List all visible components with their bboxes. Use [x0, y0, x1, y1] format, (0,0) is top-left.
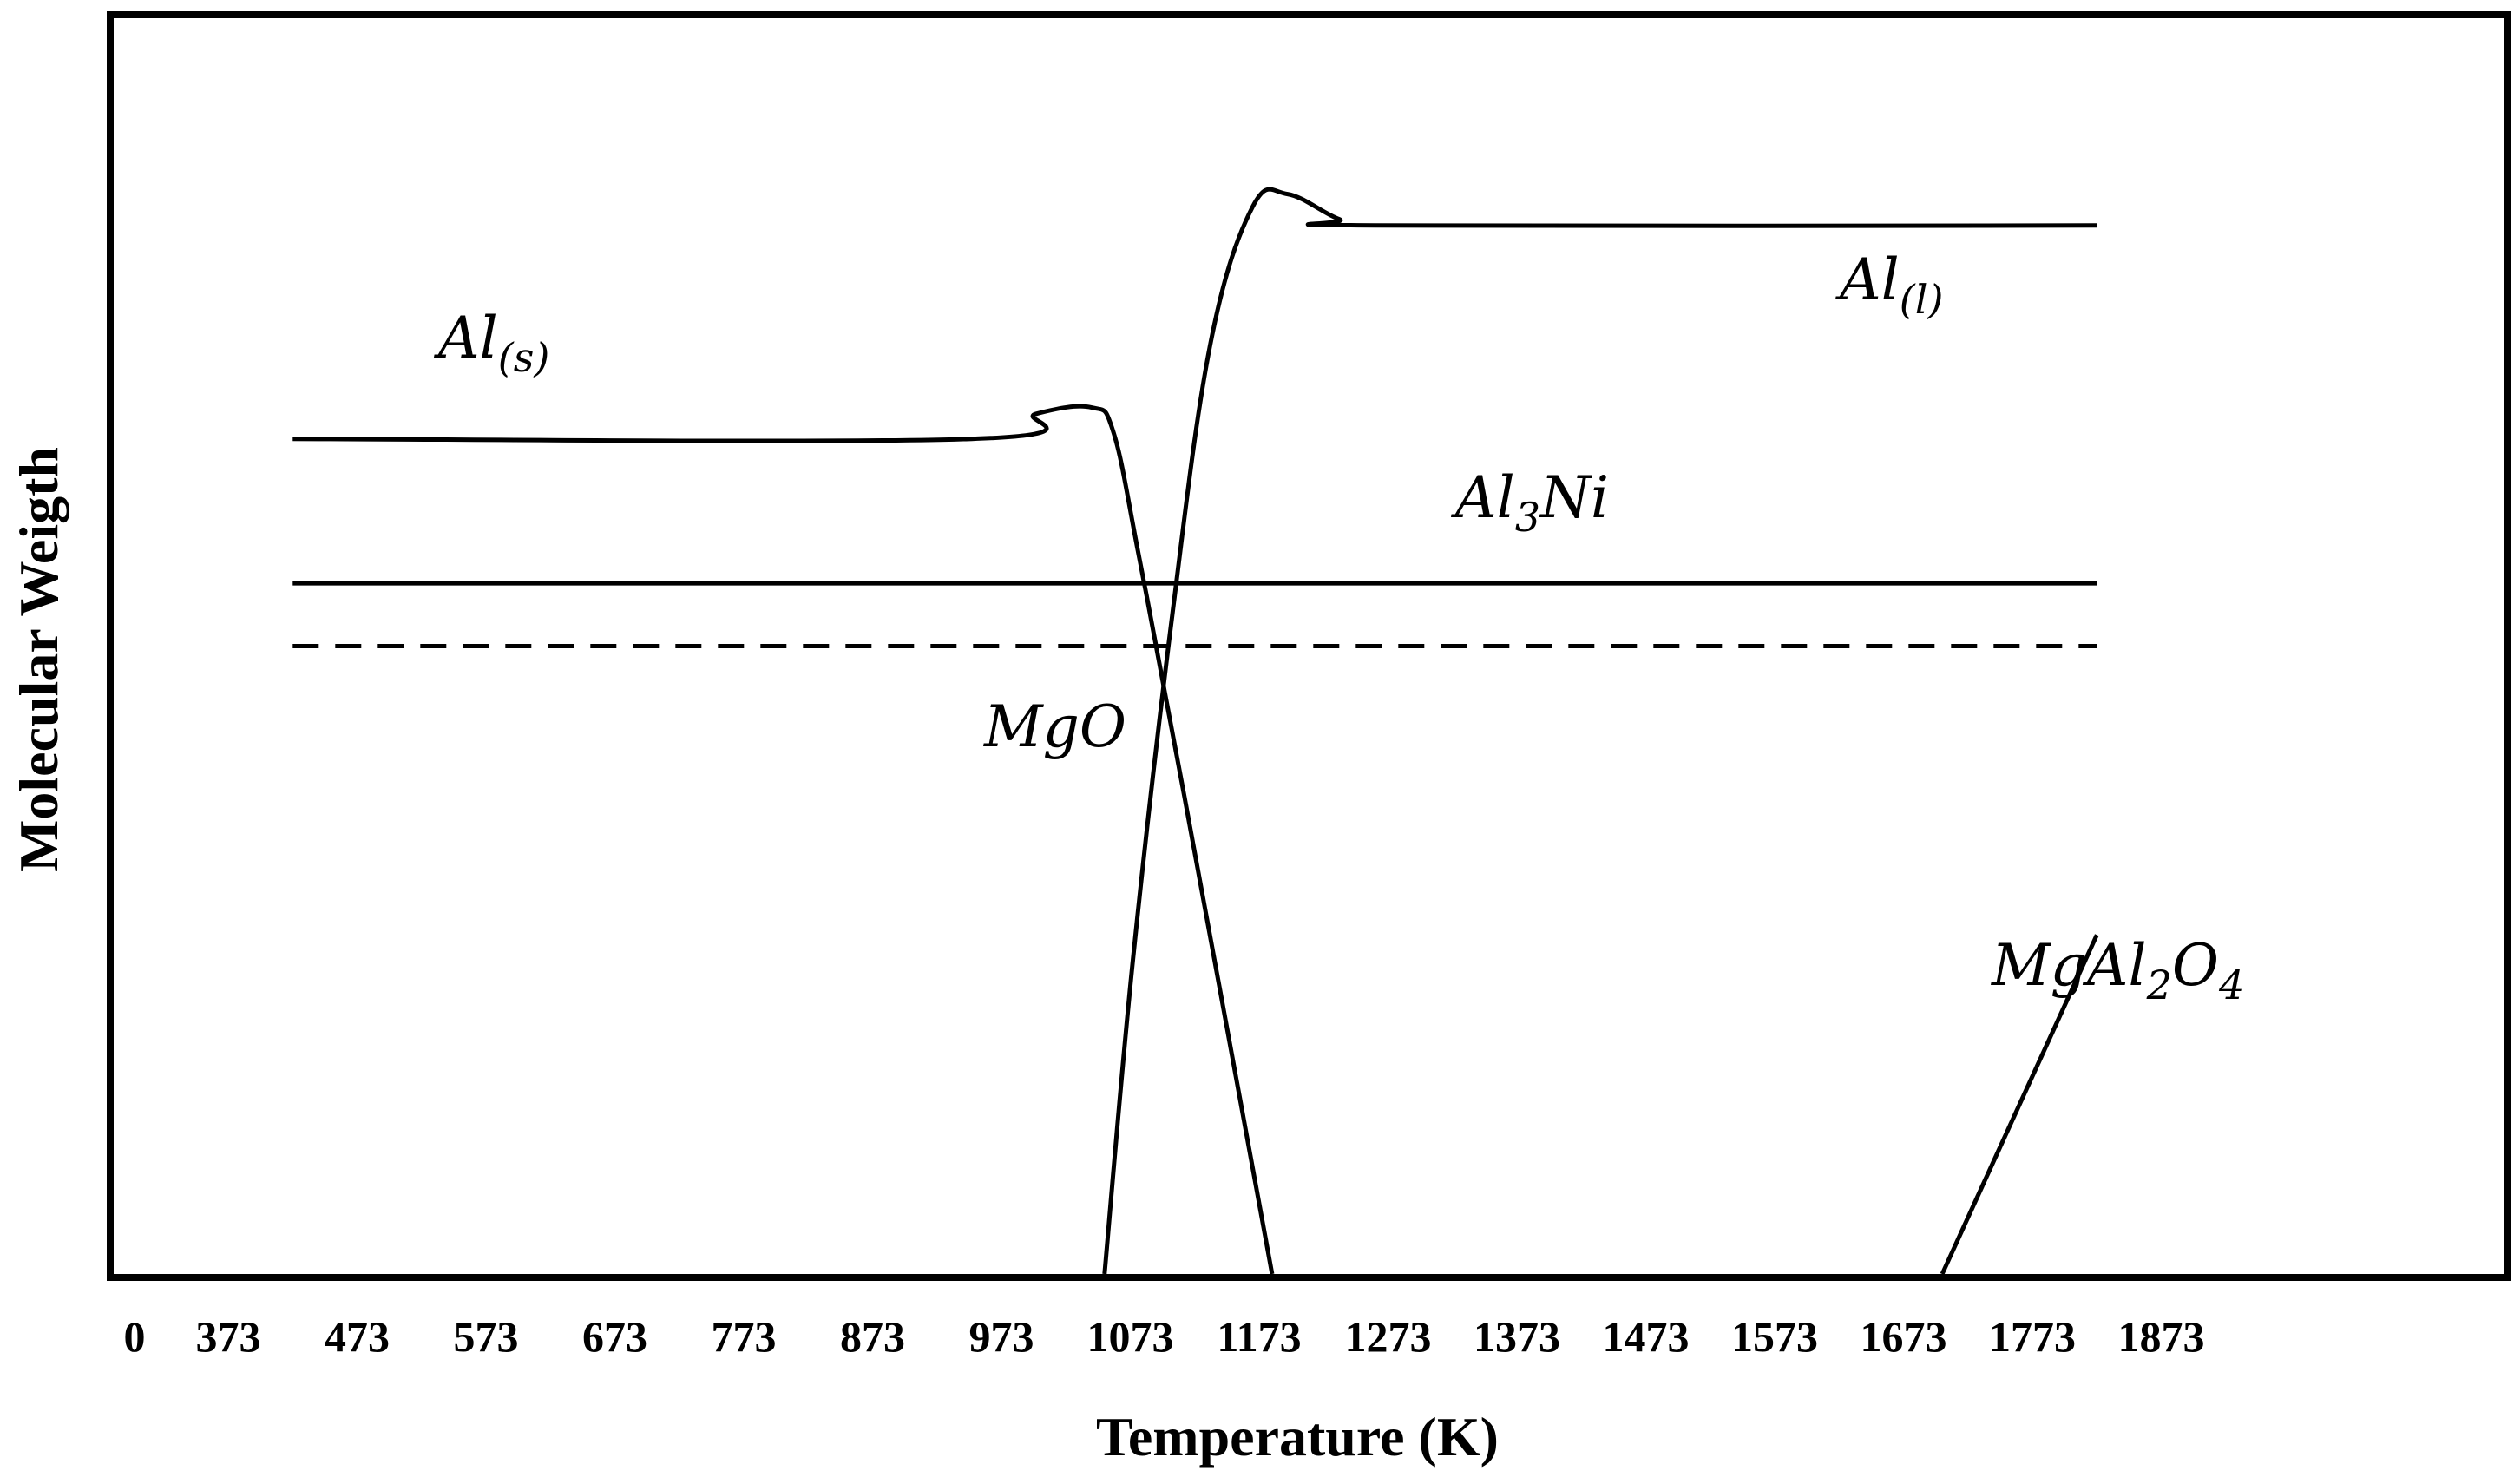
x-tick-label: 1773 — [1989, 1312, 2076, 1361]
series-label-mgal2o4: MgAl2O4 — [1991, 932, 2244, 1008]
y-axis-title: Molecular Weigth — [8, 447, 69, 872]
x-tick-label: 1273 — [1345, 1312, 1432, 1361]
x-tick-label: 873 — [840, 1312, 905, 1361]
x-tick-label: 0 — [124, 1312, 146, 1361]
series-line-mgal2o4 — [1940, 934, 2099, 1276]
x-tick-label: 1473 — [1603, 1312, 1690, 1361]
x-tick-labels: 0 373 473 573 673 773 873 973 1073 1173 1273 1373 14… — [124, 1312, 2205, 1361]
series-line-als — [292, 404, 1275, 1275]
series-line-all — [1102, 187, 2097, 1275]
series-label-all: Al(l) — [1835, 246, 1943, 323]
x-tick-label: 1173 — [1217, 1312, 1301, 1361]
series-label-als: Al(s) — [433, 305, 549, 381]
x-tick-label: 473 — [325, 1312, 390, 1361]
x-tick-label: 573 — [454, 1312, 519, 1361]
x-tick-label: 1673 — [1861, 1312, 1947, 1361]
series-labels: Al(s) Al(l) Al3Ni MgO MgAl2O4 — [433, 246, 2244, 1008]
series-layer — [292, 187, 2099, 1276]
x-tick-label: 1073 — [1087, 1312, 1174, 1361]
x-tick-label: 773 — [712, 1312, 777, 1361]
x-tick-label: 1873 — [2118, 1312, 2205, 1361]
x-tick-label: 673 — [582, 1312, 647, 1361]
x-tick-label: 1573 — [1731, 1312, 1818, 1361]
x-tick-label: 973 — [969, 1312, 1034, 1361]
series-label-mgo: MgO — [983, 693, 1126, 760]
plot-frame — [107, 11, 2511, 1281]
series-label-al3ni: Al3Ni — [1450, 464, 1609, 541]
x-tick-label: 373 — [196, 1312, 261, 1361]
x-tick-label: 1373 — [1474, 1312, 1560, 1361]
x-axis-title: Temperature (K) — [1096, 1406, 1499, 1468]
